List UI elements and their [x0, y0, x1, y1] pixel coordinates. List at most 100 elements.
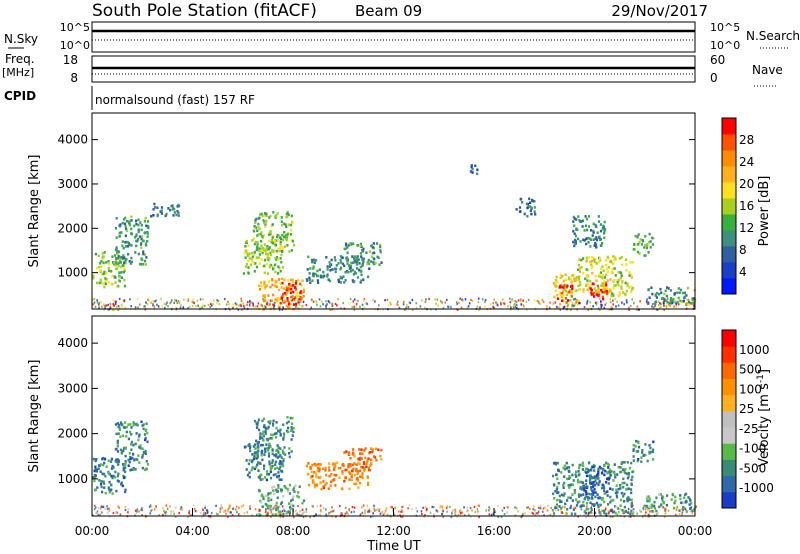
scatter-cell — [552, 462, 556, 465]
scatter-cell — [122, 246, 125, 250]
noise-cell — [605, 506, 607, 509]
scatter-cell — [641, 239, 644, 242]
scatter-cell — [289, 429, 292, 433]
scatter-cell — [551, 509, 554, 512]
scatter-cell — [244, 265, 248, 268]
scatter-cell — [124, 261, 127, 265]
scatter-cell — [686, 286, 690, 290]
noise-cell — [517, 299, 520, 302]
scatter-cell — [672, 298, 675, 301]
scatter-cell — [102, 272, 105, 276]
scatter-cell — [585, 492, 588, 496]
scatter-cell — [592, 483, 595, 487]
scatter-cell — [135, 219, 138, 223]
scatter-cell — [256, 457, 259, 460]
scatter-cell — [599, 257, 602, 260]
noise-cell — [284, 509, 286, 512]
noise-cell — [141, 507, 143, 510]
noise-cell — [96, 299, 98, 302]
scatter-cell — [573, 489, 576, 492]
scatter-cell — [144, 436, 147, 440]
noise-cell — [246, 303, 248, 306]
scatter-cell — [647, 301, 650, 305]
scatter-cell — [608, 476, 611, 480]
scatter-cell — [271, 452, 274, 456]
scatter-cell — [267, 496, 270, 500]
scatter-cell — [601, 227, 604, 231]
scatter-cell — [107, 470, 110, 474]
scatter-cell — [613, 284, 616, 287]
noise-cell — [460, 298, 463, 301]
scatter-cell — [276, 466, 279, 470]
scatter-cell — [121, 257, 124, 261]
noise-cell — [537, 512, 540, 515]
scatter-cell — [291, 434, 294, 437]
scatter-cell — [625, 269, 628, 272]
noise-cell — [355, 305, 357, 308]
scatter-cell — [592, 229, 595, 233]
scatter-cell — [260, 500, 263, 504]
scatter-cell — [679, 494, 682, 497]
noise-cell — [339, 512, 342, 515]
noise-cell — [309, 308, 311, 311]
scatter-cell — [587, 507, 590, 511]
scatter-cell — [256, 426, 259, 429]
scatter-cell — [630, 509, 633, 513]
scatter-cell — [563, 475, 566, 478]
scatter-cell — [556, 485, 559, 489]
scatter-cell — [122, 264, 125, 267]
scatter-cell — [355, 477, 358, 481]
scatter-cell — [290, 278, 293, 282]
noise-cell — [278, 308, 281, 312]
scatter-cell — [276, 233, 279, 237]
ytick-label: 2000 — [57, 221, 88, 235]
noise-cell — [439, 506, 441, 509]
scatter-cell — [592, 480, 595, 484]
scatter-cell — [605, 481, 608, 484]
noise-cell — [645, 300, 648, 303]
scatter-cell — [594, 274, 597, 278]
scatter-cell — [308, 278, 311, 281]
scatter-cell — [274, 244, 277, 247]
scatter-cell — [115, 246, 118, 249]
scatter-cell — [692, 509, 695, 512]
scatter-cell — [258, 284, 261, 288]
scatter-cell — [570, 283, 573, 286]
colorbar-segment — [722, 459, 736, 477]
noise-cell — [628, 515, 630, 519]
scatter-cell — [271, 461, 274, 464]
scatter-cell — [361, 466, 364, 469]
noise-cell — [114, 300, 116, 303]
scatter-cell — [609, 487, 612, 490]
noise-cell — [405, 306, 407, 309]
scatter-cell — [264, 502, 267, 506]
scatter-cell — [625, 488, 628, 491]
scatter-cell — [646, 499, 649, 503]
scatter-cell — [552, 492, 555, 496]
scatter-cell — [564, 502, 567, 506]
scatter-cell — [253, 467, 256, 471]
noise-cell — [171, 299, 173, 302]
noise-cell — [217, 299, 220, 302]
noise-cell — [397, 300, 399, 303]
scatter-cell — [587, 225, 591, 228]
scatter-cell — [353, 255, 356, 258]
scatter-cell — [294, 284, 297, 287]
noise-cell — [235, 303, 238, 306]
scatter-cell — [272, 422, 275, 426]
noise-cell — [379, 512, 382, 515]
noise-cell — [328, 511, 330, 515]
scatter-cell — [308, 272, 311, 275]
scatter-cell — [341, 470, 344, 473]
scatter-cell — [125, 425, 128, 429]
colorbar-tick-label: -500 — [739, 461, 766, 475]
scatter-cell — [263, 248, 266, 252]
scatter-cell — [570, 512, 573, 516]
noise-cell — [633, 302, 635, 305]
noise-cell — [141, 514, 143, 517]
scatter-cell — [351, 268, 354, 272]
scatter-cell — [587, 215, 591, 218]
noise-cell — [477, 510, 479, 513]
scatter-cell — [99, 278, 102, 282]
noise-cell — [513, 304, 515, 307]
